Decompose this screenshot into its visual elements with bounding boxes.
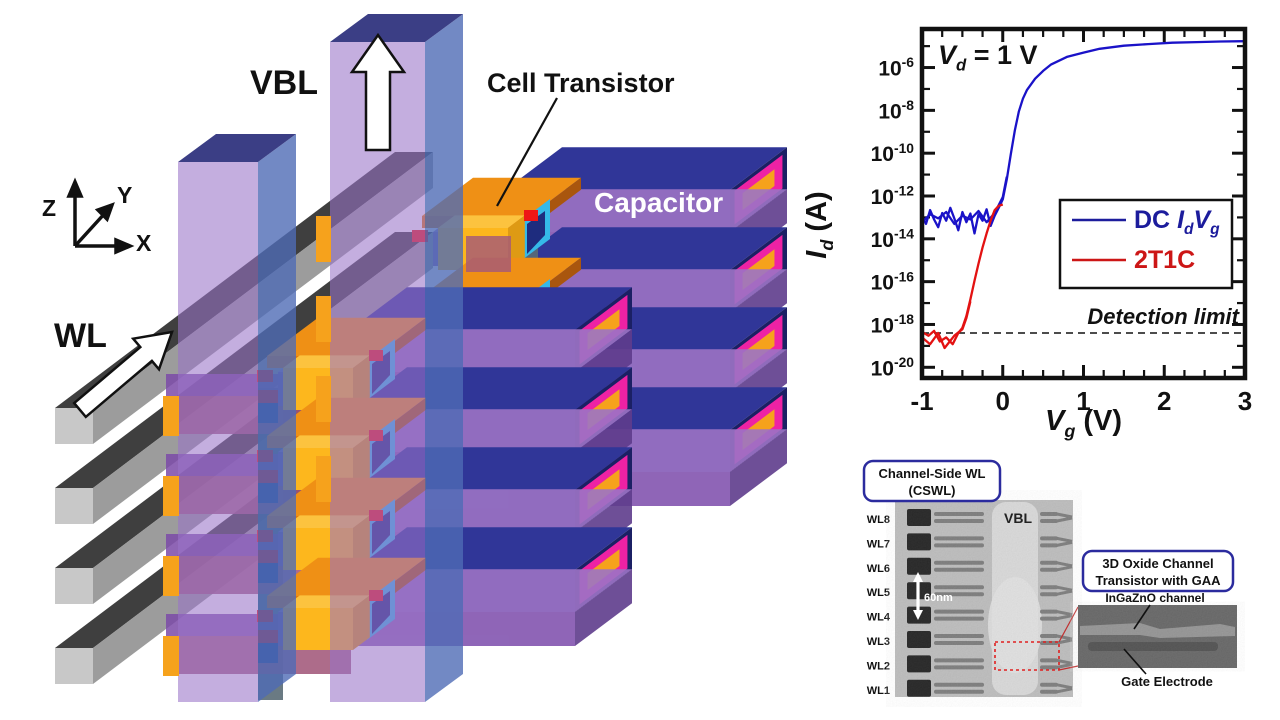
wl-row-label: WL5 [867, 587, 890, 599]
sem-labels: Channel-Side WL (CSWL) VBL 60nm 3D Oxide… [862, 459, 1235, 689]
x-tick-label: 0 [996, 386, 1010, 416]
id-vg-transfer-chart: 10-20 10-18 10-16 10-14 10-12 10-10 10-8 10-6 -1… [801, 26, 1252, 441]
cell-transistor-pointer-line [496, 97, 558, 207]
legend-label-1: 2T1C [1134, 246, 1195, 274]
axis-x-label: X [136, 230, 152, 256]
wl-row-label: WL7 [867, 538, 890, 550]
wl-row-label: WL8 [867, 514, 890, 526]
scale-bar-60nm: 60nm [913, 572, 953, 620]
sem-panel: WL8 WL7 WL6 WL5 WL4 WL3 WL2 WL1 Channel-Side WL… [862, 459, 1237, 697]
x-tick-label: 2 [1157, 386, 1171, 416]
cswl-callout-box [862, 459, 1002, 503]
roi-dashed-box [994, 641, 1060, 671]
cell-transistor-label: Cell Transistor [487, 68, 675, 98]
vbl-arrow [349, 32, 407, 152]
x-tick-label: 3 [1238, 386, 1252, 416]
y-tick-label: 10-10 [871, 140, 915, 166]
capacitor-label: Capacitor [594, 187, 723, 218]
vd-annotation: Vd = 1 V [938, 40, 1038, 74]
y-tick-label: 10-20 [871, 354, 915, 380]
detection-limit-label: Detection limit [1087, 304, 1240, 329]
channel-pointer-line [1133, 604, 1151, 630]
x-axis-label: Vg (V) [1045, 405, 1122, 441]
sem-geometry: WL8 WL7 WL6 WL5 WL4 WL3 WL2 WL1 [867, 500, 1237, 697]
cswl-box-line2: (CSWL) [909, 483, 956, 498]
y-tick-label: 10-14 [871, 225, 915, 251]
y-tick-label: 10-12 [871, 183, 915, 209]
legend-label-0: DC IdVg [1134, 206, 1220, 238]
vbl-label: VBL [250, 64, 318, 102]
gaa-box-line1: 3D Oxide Channel [1102, 556, 1213, 571]
axis-z-label: Z [42, 195, 56, 221]
gate-pointer-line [1123, 648, 1147, 675]
y-axis-label: Id (A) [801, 191, 837, 258]
cswl-box-line1: Channel-Side WL [879, 466, 986, 481]
gaa-callout-box [1081, 549, 1235, 593]
gate-label: Gate Electrode [1121, 674, 1213, 689]
wl-row-label: WL1 [867, 685, 890, 697]
sem-vbl-label: VBL [1004, 510, 1032, 526]
y-tick-label: 10-8 [878, 97, 914, 123]
schematic-labels: Cell Transistor Capacitor VBL WL Z Y X [42, 64, 723, 355]
wl-label: WL [54, 317, 107, 355]
schematic-geometry [55, 14, 787, 702]
series-2t1c [921, 301, 972, 350]
axis-triad [66, 177, 135, 255]
y-tick-label: 10-18 [871, 311, 915, 337]
x-tick-label: 1 [1076, 386, 1090, 416]
x-tick-label: -1 [910, 386, 933, 416]
gaa-box-line2: Transistor with GAA [1096, 573, 1222, 588]
y-tick-label: 10-16 [871, 268, 915, 294]
legend-box [1058, 198, 1234, 290]
axis-y-label: Y [117, 182, 132, 208]
channel-label: InGaZnO channel [1105, 591, 1204, 605]
y-tick-label: 10-6 [878, 54, 914, 80]
wl-row-label: WL6 [867, 563, 890, 575]
wl-row-label: WL2 [867, 660, 890, 672]
chart-geometry: 10-20 10-18 10-16 10-14 10-12 10-10 10-8 10-6 -1… [801, 26, 1252, 441]
wl-row-label: WL3 [867, 636, 890, 648]
wl-row-label: WL4 [867, 612, 891, 624]
wl-arrow [72, 330, 174, 419]
series-dc-idvg [920, 40, 1246, 235]
scale-label: 60nm [924, 592, 953, 604]
3d-cell-array-schematic: Cell Transistor Capacitor VBL WL Z Y X [42, 14, 787, 702]
